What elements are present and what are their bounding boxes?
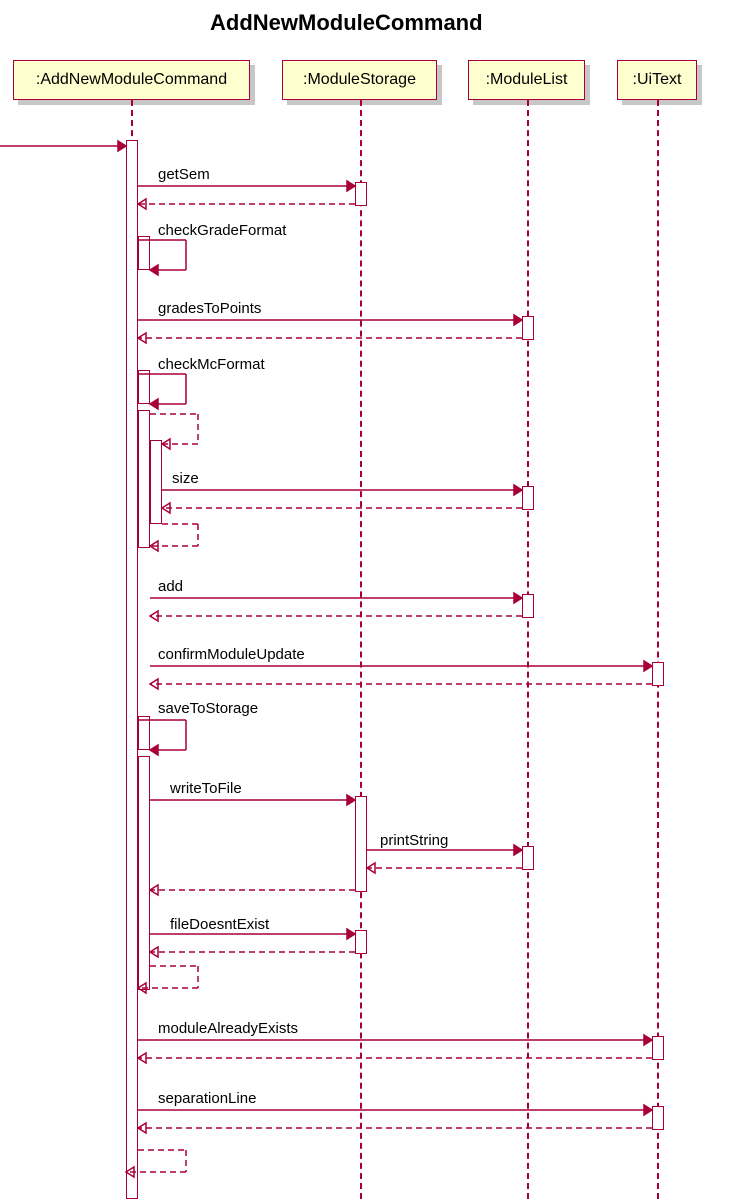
activation-cmd-10: [138, 716, 150, 750]
activation-cmd-0: [126, 140, 138, 1199]
activation-cmd-5: [138, 410, 150, 548]
message-label-8: size: [172, 470, 199, 487]
activation-ui-9: [652, 662, 664, 686]
message-label-3: checkGradeFormat: [158, 222, 286, 239]
message-label-13: confirmModuleUpdate: [158, 646, 305, 663]
participant-list: :ModuleList: [468, 60, 585, 100]
message-label-20: fileDoesntExist: [170, 916, 269, 933]
activation-list-8: [522, 594, 534, 618]
message-label-23: moduleAlreadyExists: [158, 1020, 298, 1037]
message-label-6: checkMcFormat: [158, 356, 265, 373]
participant-ui: :UiText: [617, 60, 697, 100]
message-label-1: getSem: [158, 166, 210, 183]
participant-cmd: :AddNewModuleCommand: [13, 60, 250, 100]
activation-cmd-4: [138, 370, 150, 404]
activation-store-1: [355, 182, 367, 206]
activation-cmd-2: [138, 236, 150, 270]
arrows-svg: [0, 0, 744, 1199]
activation-store-14: [355, 930, 367, 954]
participant-store: :ModuleStorage: [282, 60, 437, 100]
activation-ui-15: [652, 1036, 664, 1060]
activation-cmd-11: [138, 756, 150, 990]
activation-store-12: [355, 796, 367, 892]
message-label-17: printString: [380, 832, 448, 849]
lifeline-store: [360, 100, 362, 1199]
message-label-15: saveToStorage: [158, 700, 258, 717]
message-label-16: writeToFile: [170, 780, 242, 797]
activation-ui-16: [652, 1106, 664, 1130]
activation-list-13: [522, 846, 534, 870]
message-label-4: gradesToPoints: [158, 300, 261, 317]
activation-list-3: [522, 316, 534, 340]
activation-cmd-6: [150, 440, 162, 524]
activation-list-7: [522, 486, 534, 510]
message-label-25: separationLine: [158, 1090, 256, 1107]
lifeline-list: [527, 100, 529, 1199]
lifeline-ui: [657, 100, 659, 1199]
message-label-11: add: [158, 578, 183, 595]
diagram-title: AddNewModuleCommand: [210, 10, 483, 36]
